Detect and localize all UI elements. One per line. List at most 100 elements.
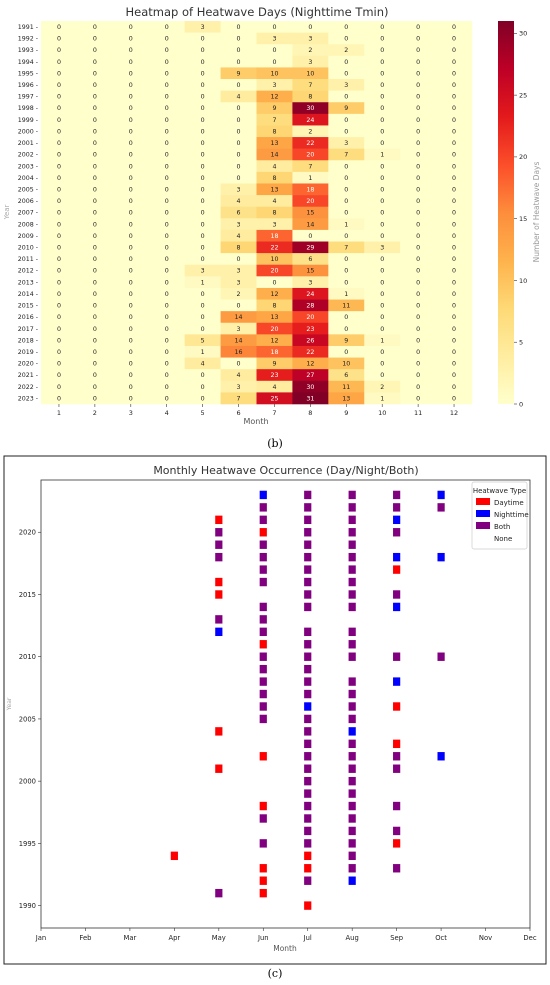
marker-both (259, 714, 267, 724)
heatmap-cell (328, 253, 365, 266)
heatmap-cell-value: 0 (93, 303, 97, 310)
marker-both (259, 664, 267, 674)
caption-b: (b) (267, 437, 283, 450)
heatmap-cell-value: 0 (380, 94, 384, 101)
heatmap-cell-value: 0 (93, 175, 97, 182)
heatmap-cell-value: 23 (306, 326, 314, 333)
marker-both (348, 764, 356, 773)
marker-both (393, 490, 401, 500)
heatmap-cell-value: 12 (270, 291, 278, 298)
marker-daytime (259, 876, 267, 885)
heatmap-cell-value: 7 (308, 163, 312, 170)
heatmap-cell-value: 0 (129, 337, 133, 344)
heatmap-cell-value: 0 (129, 152, 133, 159)
heatmap-cell-value: 0 (201, 326, 205, 333)
heatmap-ylabel: Year (3, 204, 11, 220)
heatmap-cell (436, 392, 473, 405)
occurrence-month-label: Dec (523, 934, 536, 942)
occurrence-month-label: Jul (303, 934, 312, 942)
heatmap-cell (400, 392, 437, 405)
heatmap-cell (184, 195, 221, 207)
heatmap-cell (112, 21, 150, 33)
heatmap-cell (148, 218, 185, 231)
heatmap-cell-value: 0 (165, 256, 169, 263)
heatmap-cell (148, 171, 185, 184)
heatmap-cell (328, 160, 365, 173)
heatmap-cell (112, 334, 150, 347)
heatmap-cell (256, 264, 293, 277)
heatmap-cell (41, 79, 78, 91)
marker-both (304, 503, 312, 512)
marker-both (348, 752, 356, 761)
marker-nighttime (437, 490, 445, 500)
heatmap-cell-value: 0 (380, 105, 384, 112)
heatmap-cell (76, 299, 114, 312)
heatmap-cell-value: 0 (416, 326, 420, 333)
heatmap-cell (400, 322, 437, 335)
heatmap-cell-value: 0 (93, 245, 97, 252)
heatmap-cell (41, 125, 78, 138)
heatmap-cell-value: 0 (416, 256, 420, 263)
heatmap-cell (41, 276, 78, 289)
heatmap-cell-value: 0 (416, 47, 420, 54)
heatmap-cell-value: 0 (380, 163, 384, 170)
heatmap-cell-value: 0 (416, 36, 420, 43)
marker-nighttime (259, 490, 267, 500)
heatmap-cell-value: 0 (57, 245, 61, 252)
heatmap-cell-value: 0 (272, 59, 276, 66)
heatmap-cell (328, 322, 365, 335)
heatmap-cell-value: 8 (272, 128, 276, 135)
colorbar-tick-label: 0 (519, 400, 523, 408)
heatmap-cell (148, 299, 185, 312)
occurrence-plot-area (40, 479, 531, 929)
heatmap-cell-value: 0 (93, 256, 97, 263)
heatmap-cell-value: 0 (237, 82, 241, 89)
heatmap-cell (220, 102, 257, 115)
heatmap-cell-value: 18 (270, 349, 278, 356)
heatmap-cell-value: 0 (380, 140, 384, 147)
heatmap-cell (400, 55, 437, 68)
heatmap-cell (292, 55, 329, 68)
heatmap-cell-value: 0 (165, 314, 169, 321)
heatmap-cell (400, 380, 437, 393)
panel-c-frame (3, 455, 547, 965)
heatmap-cell (364, 90, 401, 103)
heatmap-cell (364, 113, 401, 126)
heatmap-cell (436, 67, 473, 80)
heatmap-cell (220, 137, 257, 149)
heatmap-cell (76, 322, 114, 335)
heatmap-cell (41, 195, 78, 207)
heatmap-cell-value: 0 (380, 372, 384, 379)
heatmap-cell (76, 206, 114, 219)
heatmap-cell-value: 0 (129, 105, 133, 112)
heatmap-cell-value: 0 (272, 47, 276, 54)
heatmap-cell (400, 102, 437, 115)
heatmap-cell-value: 0 (129, 245, 133, 252)
heatmap-cell-value: 29 (306, 245, 314, 252)
heatmap-cell (41, 183, 78, 196)
heatmap-cell (112, 229, 150, 242)
heatmap-cell-value: 0 (165, 279, 169, 286)
heatmap-cell (400, 21, 437, 33)
heatmap-cell-value: 0 (452, 395, 456, 402)
heatmap-year-label: 2005 - (18, 186, 38, 193)
heatmap-cell-value: 13 (270, 314, 278, 321)
heatmap-cell (364, 380, 401, 393)
heatmap-cell (41, 44, 78, 57)
heatmap-cell-value: 31 (306, 395, 314, 402)
heatmap-cell-value: 0 (344, 198, 348, 205)
heatmap-cell-value: 0 (380, 326, 384, 333)
heatmap-year-label: 1998 - (18, 105, 38, 112)
marker-daytime (304, 851, 312, 861)
marker-both (348, 590, 356, 599)
heatmap-cell-value: 0 (93, 82, 97, 89)
heatmap-cell-value: 0 (165, 152, 169, 159)
marker-both (259, 839, 267, 848)
heatmap-cell-value: 5 (201, 337, 205, 344)
heatmap-cell (256, 253, 293, 266)
heatmap-cell-value: 6 (237, 210, 241, 217)
heatmap-cell-value: 0 (380, 256, 384, 263)
marker-both (304, 515, 312, 525)
marker-both (393, 528, 401, 537)
heatmap-cell-value: 28 (306, 303, 314, 310)
